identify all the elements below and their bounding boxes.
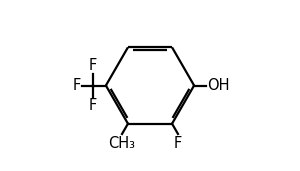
Text: F: F [174, 136, 182, 151]
Text: F: F [89, 58, 97, 73]
Text: CH₃: CH₃ [109, 136, 136, 151]
Text: F: F [89, 98, 97, 113]
Text: F: F [72, 78, 81, 93]
Text: OH: OH [207, 78, 230, 93]
